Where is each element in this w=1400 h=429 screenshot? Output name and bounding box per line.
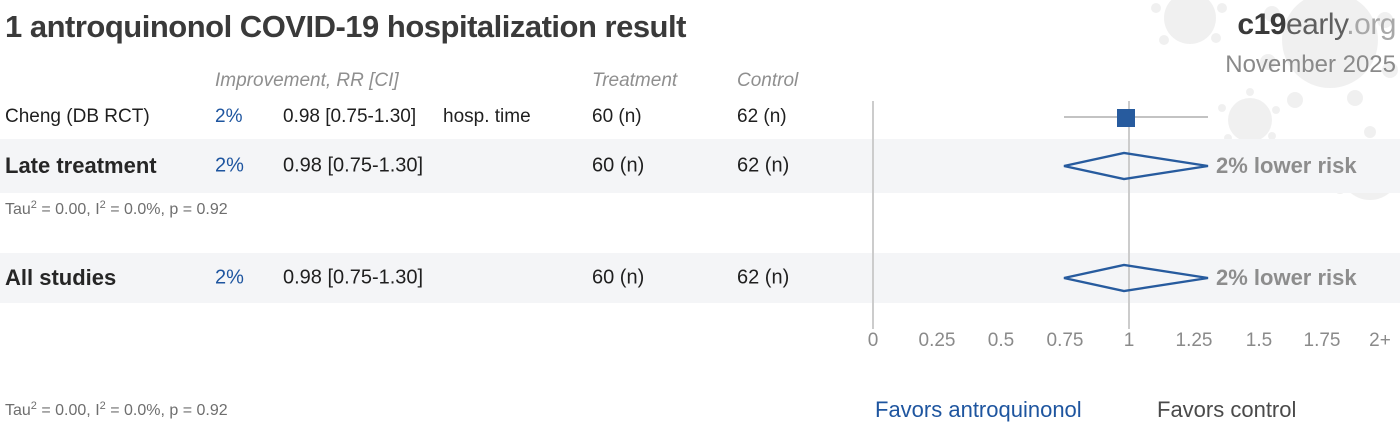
favors-treatment-label: Favors antroquinonol xyxy=(875,397,1082,422)
late-rr-ci: 0.98 [0.75-1.30] xyxy=(283,154,424,177)
late-effect-label: 2% lower risk xyxy=(1216,153,1357,178)
study-rr-ci: 0.98 [0.75-1.30] xyxy=(283,106,417,127)
axis-tick-2plus: 2+ xyxy=(1369,330,1391,351)
site-logo[interactable]: c19early.org xyxy=(1237,8,1396,42)
all-rr-ci: 0.98 [0.75-1.30] xyxy=(283,266,424,289)
late-control-n: 62 (n) xyxy=(737,154,790,177)
axis-tick-025: 0.25 xyxy=(918,330,956,351)
axis-tick-075: 0.75 xyxy=(1046,330,1084,351)
heterogeneity-note-footer: Tau2 = 0.00, I2 = 0.0%, p = 0.92 xyxy=(5,399,228,420)
heterogeneity-note-late: Tau2 = 0.00, I2 = 0.0%, p = 0.92 xyxy=(5,198,228,219)
all-summary-diamond xyxy=(1063,263,1209,293)
all-studies-band xyxy=(0,253,1400,303)
all-effect-label: 2% lower risk xyxy=(1216,265,1357,290)
reference-line-1 xyxy=(1128,101,1130,329)
late-improvement: 2% xyxy=(215,154,244,177)
date-label: November 2025 xyxy=(1225,51,1396,78)
late-treatment-band xyxy=(0,139,1400,193)
study-control-n: 62 (n) xyxy=(737,106,787,127)
logo-org: .org xyxy=(1346,8,1396,41)
axis-tick-175: 1.75 xyxy=(1303,330,1341,351)
axis-tick-15: 1.5 xyxy=(1245,330,1273,351)
all-studies-label: All studies xyxy=(5,265,117,290)
col-header-control: Control xyxy=(737,70,799,91)
study-improvement: 2% xyxy=(215,106,243,127)
logo-early: early xyxy=(1285,8,1347,41)
study-outcome: hosp. time xyxy=(443,106,531,127)
study-name-link[interactable]: Cheng (DB RCT) xyxy=(5,106,150,127)
study-point-marker xyxy=(1117,109,1135,127)
late-treatment-n: 60 (n) xyxy=(592,154,645,177)
axis-tick-05: 0.5 xyxy=(987,330,1015,351)
col-header-treatment: Treatment xyxy=(592,70,678,91)
logo-c19: c19 xyxy=(1237,8,1286,41)
all-treatment-n: 60 (n) xyxy=(592,266,645,289)
favors-control-label: Favors control xyxy=(1157,397,1297,422)
axis-tick-1: 1 xyxy=(1123,330,1135,351)
all-improvement: 2% xyxy=(215,266,244,289)
late-summary-diamond xyxy=(1063,151,1209,181)
all-control-n: 62 (n) xyxy=(737,266,790,289)
axis-tick-0: 0 xyxy=(867,330,879,351)
page-title: 1 antroquinonol COVID-19 hospitalization… xyxy=(5,9,686,44)
axis-tick-125: 1.25 xyxy=(1175,330,1213,351)
study-ci-line xyxy=(1064,116,1208,118)
late-treatment-label: Late treatment xyxy=(5,153,157,178)
col-header-improvement: Improvement, RR [CI] xyxy=(215,70,399,91)
study-treatment-n: 60 (n) xyxy=(592,106,642,127)
reference-line-0 xyxy=(872,101,874,329)
